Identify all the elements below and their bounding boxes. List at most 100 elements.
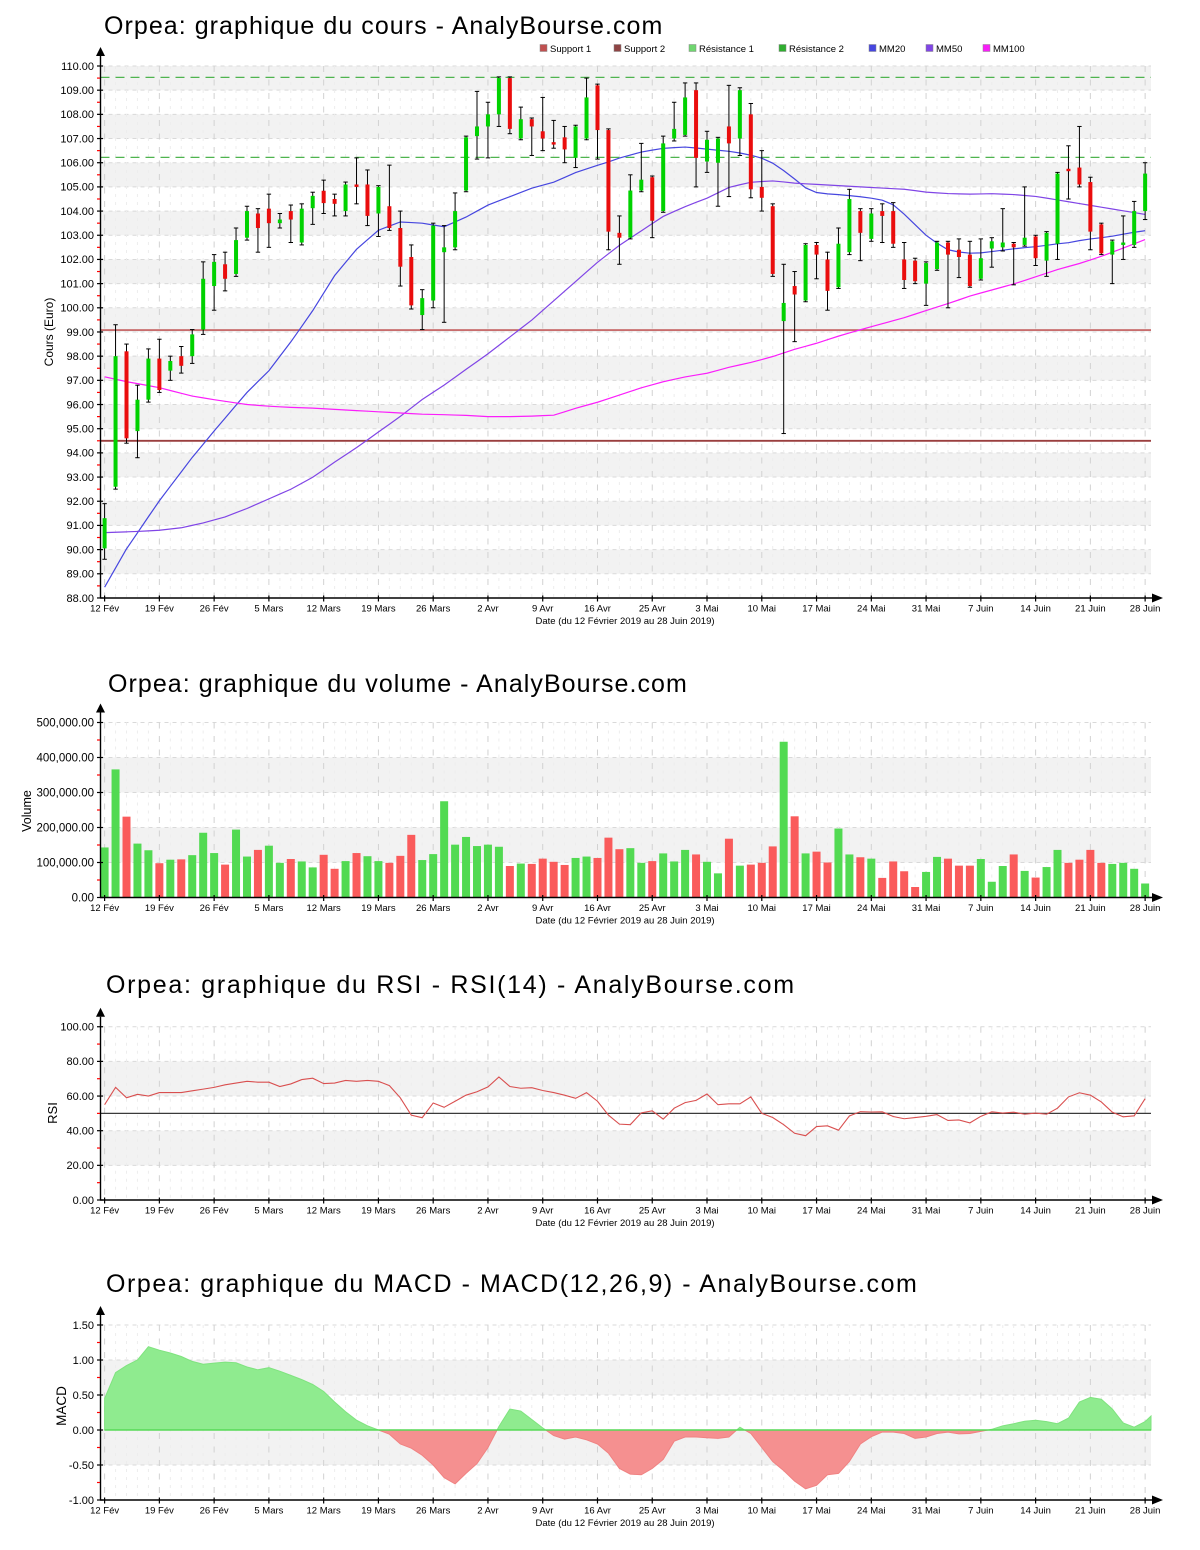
svg-text:26 Fév: 26 Fév xyxy=(200,1506,229,1517)
svg-text:14 Juin: 14 Juin xyxy=(1020,903,1051,914)
svg-text:24 Mai: 24 Mai xyxy=(857,604,886,615)
svg-text:MM50: MM50 xyxy=(936,44,962,55)
svg-text:10 Mai: 10 Mai xyxy=(748,1206,777,1217)
svg-text:17 Mai: 17 Mai xyxy=(802,1206,831,1217)
svg-text:7 Juin: 7 Juin xyxy=(968,604,993,615)
svg-text:93.00: 93.00 xyxy=(66,472,94,484)
svg-text:1.00: 1.00 xyxy=(73,1355,94,1367)
svg-text:Résistance 2: Résistance 2 xyxy=(789,44,844,55)
svg-text:19 Mars: 19 Mars xyxy=(361,903,396,914)
svg-text:2 Avr: 2 Avr xyxy=(477,1206,498,1217)
svg-text:28 Juin: 28 Juin xyxy=(1130,903,1161,914)
svg-text:107.00: 107.00 xyxy=(60,133,94,145)
svg-text:91.00: 91.00 xyxy=(66,520,94,532)
svg-text:24 Mai: 24 Mai xyxy=(857,903,886,914)
svg-text:1.50: 1.50 xyxy=(73,1320,94,1332)
svg-text:14 Juin: 14 Juin xyxy=(1020,1206,1051,1217)
svg-text:19 Mars: 19 Mars xyxy=(361,1506,396,1517)
svg-text:9 Avr: 9 Avr xyxy=(532,604,553,615)
svg-text:102.00: 102.00 xyxy=(60,254,94,266)
svg-text:60.00: 60.00 xyxy=(66,1091,94,1103)
svg-text:89.00: 89.00 xyxy=(66,569,94,581)
svg-text:Résistance 1: Résistance 1 xyxy=(699,44,754,55)
svg-text:5 Mars: 5 Mars xyxy=(254,903,283,914)
svg-text:21 Juin: 21 Juin xyxy=(1075,1506,1106,1517)
svg-text:12 Fév: 12 Fév xyxy=(90,1506,119,1517)
svg-text:12 Mars: 12 Mars xyxy=(306,1506,341,1517)
svg-text:16 Avr: 16 Avr xyxy=(584,1206,611,1217)
svg-text:17 Mai: 17 Mai xyxy=(802,903,831,914)
svg-text:19 Fév: 19 Fév xyxy=(145,1506,174,1517)
svg-text:0.00: 0.00 xyxy=(72,892,94,904)
svg-text:19 Fév: 19 Fév xyxy=(145,604,174,615)
svg-text:20.00: 20.00 xyxy=(66,1160,94,1172)
svg-text:98.00: 98.00 xyxy=(66,351,94,363)
svg-text:21 Juin: 21 Juin xyxy=(1075,1206,1106,1217)
svg-text:104.00: 104.00 xyxy=(60,206,94,218)
svg-text:25 Avr: 25 Avr xyxy=(639,903,666,914)
svg-text:Date (du 12 Février 2019 au 28: Date (du 12 Février 2019 au 28 Juin 2019… xyxy=(535,1518,714,1529)
svg-text:0.00: 0.00 xyxy=(73,1195,94,1207)
svg-text:26 Mars: 26 Mars xyxy=(416,1206,451,1217)
svg-text:500,000.00: 500,000.00 xyxy=(36,717,94,729)
svg-text:12 Fév: 12 Fév xyxy=(90,903,119,914)
svg-text:31 Mai: 31 Mai xyxy=(912,1506,941,1517)
svg-text:31 Mai: 31 Mai xyxy=(912,903,941,914)
svg-text:2 Avr: 2 Avr xyxy=(477,604,498,615)
svg-text:100.00: 100.00 xyxy=(60,303,94,315)
svg-text:Volume: Volume xyxy=(20,790,34,832)
svg-text:3 Mai: 3 Mai xyxy=(695,1506,718,1517)
svg-text:103.00: 103.00 xyxy=(60,230,94,242)
svg-text:10 Mai: 10 Mai xyxy=(748,903,777,914)
svg-text:MM20: MM20 xyxy=(879,44,905,55)
svg-text:2 Avr: 2 Avr xyxy=(477,1506,498,1517)
svg-text:Date (du 12 Février 2019 au 28: Date (du 12 Février 2019 au 28 Juin 2019… xyxy=(535,616,714,627)
svg-text:28 Juin: 28 Juin xyxy=(1130,604,1161,615)
svg-text:400,000.00: 400,000.00 xyxy=(36,752,94,764)
svg-text:-1.00: -1.00 xyxy=(69,1495,94,1507)
svg-text:26 Mars: 26 Mars xyxy=(416,604,451,615)
svg-text:110.00: 110.00 xyxy=(61,61,94,73)
svg-text:21 Juin: 21 Juin xyxy=(1075,903,1106,914)
svg-text:26 Fév: 26 Fév xyxy=(200,903,229,914)
svg-text:RSI: RSI xyxy=(45,1102,60,1124)
svg-text:3 Mai: 3 Mai xyxy=(695,604,718,615)
svg-text:3 Mai: 3 Mai xyxy=(695,1206,718,1217)
svg-text:99.00: 99.00 xyxy=(66,327,94,339)
svg-text:96.00: 96.00 xyxy=(66,399,94,411)
svg-text:100.00: 100.00 xyxy=(60,1022,94,1034)
svg-text:100,000.00: 100,000.00 xyxy=(36,857,94,869)
svg-text:9 Avr: 9 Avr xyxy=(532,1206,553,1217)
svg-text:5 Mars: 5 Mars xyxy=(254,1206,283,1217)
svg-text:7 Juin: 7 Juin xyxy=(968,1506,993,1517)
svg-text:Support 1: Support 1 xyxy=(550,44,591,55)
svg-text:7 Juin: 7 Juin xyxy=(968,1206,993,1217)
svg-text:97.00: 97.00 xyxy=(66,375,94,387)
svg-text:19 Mars: 19 Mars xyxy=(361,1206,396,1217)
svg-text:105.00: 105.00 xyxy=(60,182,94,194)
svg-text:0.50: 0.50 xyxy=(73,1390,94,1402)
svg-text:Orpea: graphique du MACD - MAC: Orpea: graphique du MACD - MACD(12,26,9)… xyxy=(106,1270,918,1298)
svg-text:0.00: 0.00 xyxy=(73,1425,94,1437)
svg-text:26 Fév: 26 Fév xyxy=(200,1206,229,1217)
svg-text:Orpea: graphique du cours - An: Orpea: graphique du cours - AnalyBourse.… xyxy=(104,12,663,40)
svg-text:109.00: 109.00 xyxy=(60,85,94,97)
svg-text:24 Mai: 24 Mai xyxy=(857,1206,886,1217)
svg-text:MM100: MM100 xyxy=(993,44,1025,55)
svg-text:Support 2: Support 2 xyxy=(624,44,665,55)
svg-text:16 Avr: 16 Avr xyxy=(584,903,611,914)
svg-text:16 Avr: 16 Avr xyxy=(584,1506,611,1517)
svg-text:MACD: MACD xyxy=(54,1386,69,1426)
svg-text:28 Juin: 28 Juin xyxy=(1130,1206,1161,1217)
svg-text:12 Fév: 12 Fév xyxy=(90,1206,119,1217)
svg-text:12 Fév: 12 Fév xyxy=(90,604,119,615)
svg-text:Cours (Euro): Cours (Euro) xyxy=(42,298,56,367)
svg-text:10 Mai: 10 Mai xyxy=(748,1506,777,1517)
svg-text:19 Fév: 19 Fév xyxy=(145,1206,174,1217)
svg-text:101.00: 101.00 xyxy=(60,278,94,290)
svg-text:88.00: 88.00 xyxy=(66,593,94,605)
svg-text:17 Mai: 17 Mai xyxy=(802,1506,831,1517)
svg-text:12 Mars: 12 Mars xyxy=(306,604,341,615)
svg-text:16 Avr: 16 Avr xyxy=(584,604,611,615)
svg-text:19 Mars: 19 Mars xyxy=(361,604,396,615)
